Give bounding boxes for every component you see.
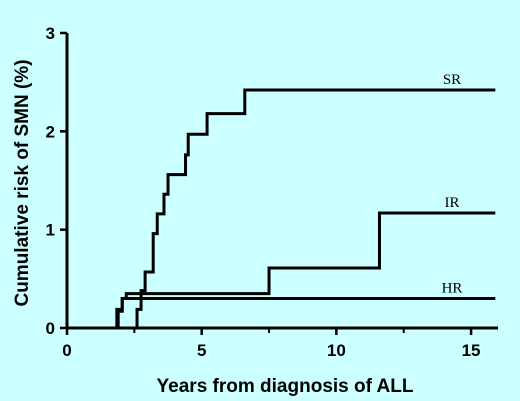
labels-group: Years from diagnosis of ALL Cumulative r… <box>12 59 414 397</box>
y-axis-title: Cumulative risk of SMN (%) <box>12 59 33 306</box>
x-tick-label: 10 <box>327 341 346 360</box>
y-tick-label: 3 <box>46 24 55 43</box>
y-tick-label: 0 <box>46 319 55 338</box>
series-label-hr: HR <box>442 281 463 297</box>
x-tick-label: 0 <box>62 341 71 360</box>
y-tick-label: 2 <box>46 122 55 141</box>
series-line-ir <box>67 211 496 330</box>
axes: 0 1 2 3 0 5 10 15 <box>46 24 498 360</box>
series-line-sr <box>67 88 496 330</box>
y-tick-label: 1 <box>46 221 55 240</box>
series-line-hr <box>67 297 496 330</box>
series-label-sr: SR <box>443 72 461 88</box>
series-group: SR IR HR <box>67 72 496 330</box>
x-axis-title: Years from diagnosis of ALL <box>157 376 414 397</box>
x-tick-label: 15 <box>462 341 481 360</box>
series-label-ir: IR <box>445 195 460 211</box>
x-tick-label: 5 <box>197 341 206 360</box>
